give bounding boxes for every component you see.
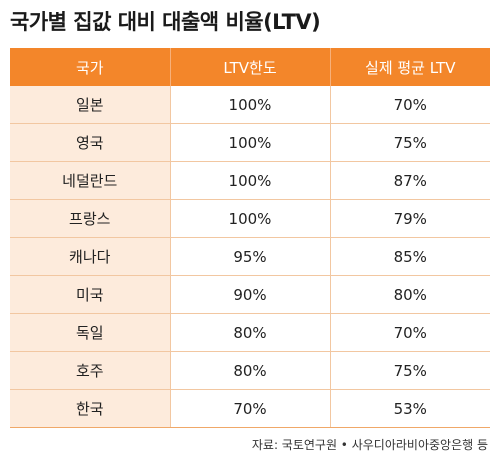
cell-actual-ltv: 70%: [330, 86, 490, 124]
cell-ltv-limit: 100%: [170, 199, 331, 238]
table-row: 캐나다 95% 85%: [10, 237, 490, 276]
table-row: 호주 80% 75%: [10, 351, 490, 390]
cell-actual-ltv: 87%: [330, 161, 490, 200]
cell-country: 프랑스: [10, 199, 171, 238]
cell-country: 미국: [10, 275, 171, 314]
source-note: 자료: 국토연구원 • 사우디아라비아중앙은행 등: [251, 438, 488, 452]
cell-country: 캐나다: [10, 237, 171, 276]
table-row: 한국 70% 53%: [10, 389, 490, 428]
table-row: 미국 90% 80%: [10, 275, 490, 314]
cell-country: 호주: [10, 351, 171, 390]
cell-actual-ltv: 70%: [330, 313, 490, 352]
cell-actual-ltv: 85%: [330, 237, 490, 276]
cell-country: 영국: [10, 123, 171, 162]
column-header-actual-ltv: 실제 평균 LTV: [330, 48, 490, 86]
cell-ltv-limit: 100%: [170, 161, 331, 200]
cell-country: 일본: [10, 86, 171, 124]
cell-ltv-limit: 90%: [170, 275, 331, 314]
cell-actual-ltv: 75%: [330, 123, 490, 162]
table-row: 프랑스 100% 79%: [10, 199, 490, 238]
cell-ltv-limit: 80%: [170, 313, 331, 352]
cell-ltv-limit: 80%: [170, 351, 331, 390]
cell-actual-ltv: 80%: [330, 275, 490, 314]
cell-country: 네덜란드: [10, 161, 171, 200]
cell-ltv-limit: 95%: [170, 237, 331, 276]
cell-country: 한국: [10, 389, 171, 428]
table-row: 독일 80% 70%: [10, 313, 490, 352]
table-header-row: 국가 LTV한도 실제 평균 LTV: [10, 48, 490, 86]
cell-ltv-limit: 100%: [170, 123, 331, 162]
cell-ltv-limit: 100%: [170, 86, 331, 124]
table-body: 일본 100% 70% 영국 100% 75% 네덜란드 100% 87% 프랑스 100% 79% 캐…: [10, 86, 490, 428]
column-header-ltv-limit: LTV한도: [170, 48, 331, 86]
cell-actual-ltv: 53%: [330, 389, 490, 428]
cell-actual-ltv: 79%: [330, 199, 490, 238]
cell-actual-ltv: 75%: [330, 351, 490, 390]
table-row: 네덜란드 100% 87%: [10, 161, 490, 200]
cell-country: 독일: [10, 313, 171, 352]
ltv-table: 국가 LTV한도 실제 평균 LTV 일본 100% 70% 영국 100% 75% 네덜란…: [10, 48, 490, 428]
table-row: 일본 100% 70%: [10, 86, 490, 124]
table-row: 영국 100% 75%: [10, 123, 490, 162]
cell-ltv-limit: 70%: [170, 389, 331, 428]
chart-title: 국가별 집값 대비 대출액 비율(LTV): [10, 10, 321, 34]
column-header-country: 국가: [10, 48, 171, 86]
